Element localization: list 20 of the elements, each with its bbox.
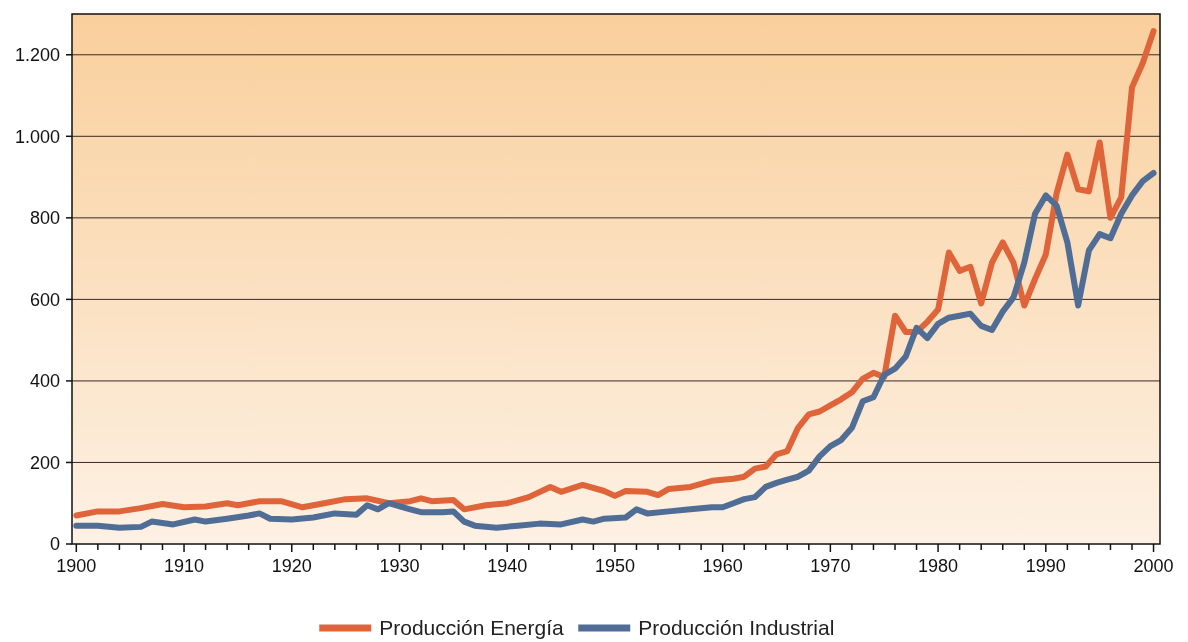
legend-label: Producción Energía [379,616,565,640]
x-tick-label: 1920 [271,556,312,576]
x-tick-label: 1960 [702,556,743,576]
y-tick-label: 1.200 [14,45,60,66]
y-tick-label: 400 [29,371,60,392]
x-tick-label: 1900 [56,556,97,576]
y-tick-label: 0 [49,534,60,555]
y-tick-label: 800 [29,208,60,229]
y-tick-label: 1.000 [14,126,60,147]
y-tick-label: 200 [29,452,60,473]
x-tick-label: 1990 [1025,556,1066,576]
x-tick-label: 1930 [379,556,420,576]
x-tick-label: 1980 [918,556,959,576]
x-tick-label: 1910 [164,556,205,576]
y-tick-label: 600 [29,289,60,310]
legend-label: Producción Industrial [638,616,835,640]
x-tick-label: 1970 [810,556,851,576]
x-tick-label: 1950 [594,556,635,576]
x-tick-label: 1940 [487,556,528,576]
x-tick-label: 2000 [1133,556,1174,576]
